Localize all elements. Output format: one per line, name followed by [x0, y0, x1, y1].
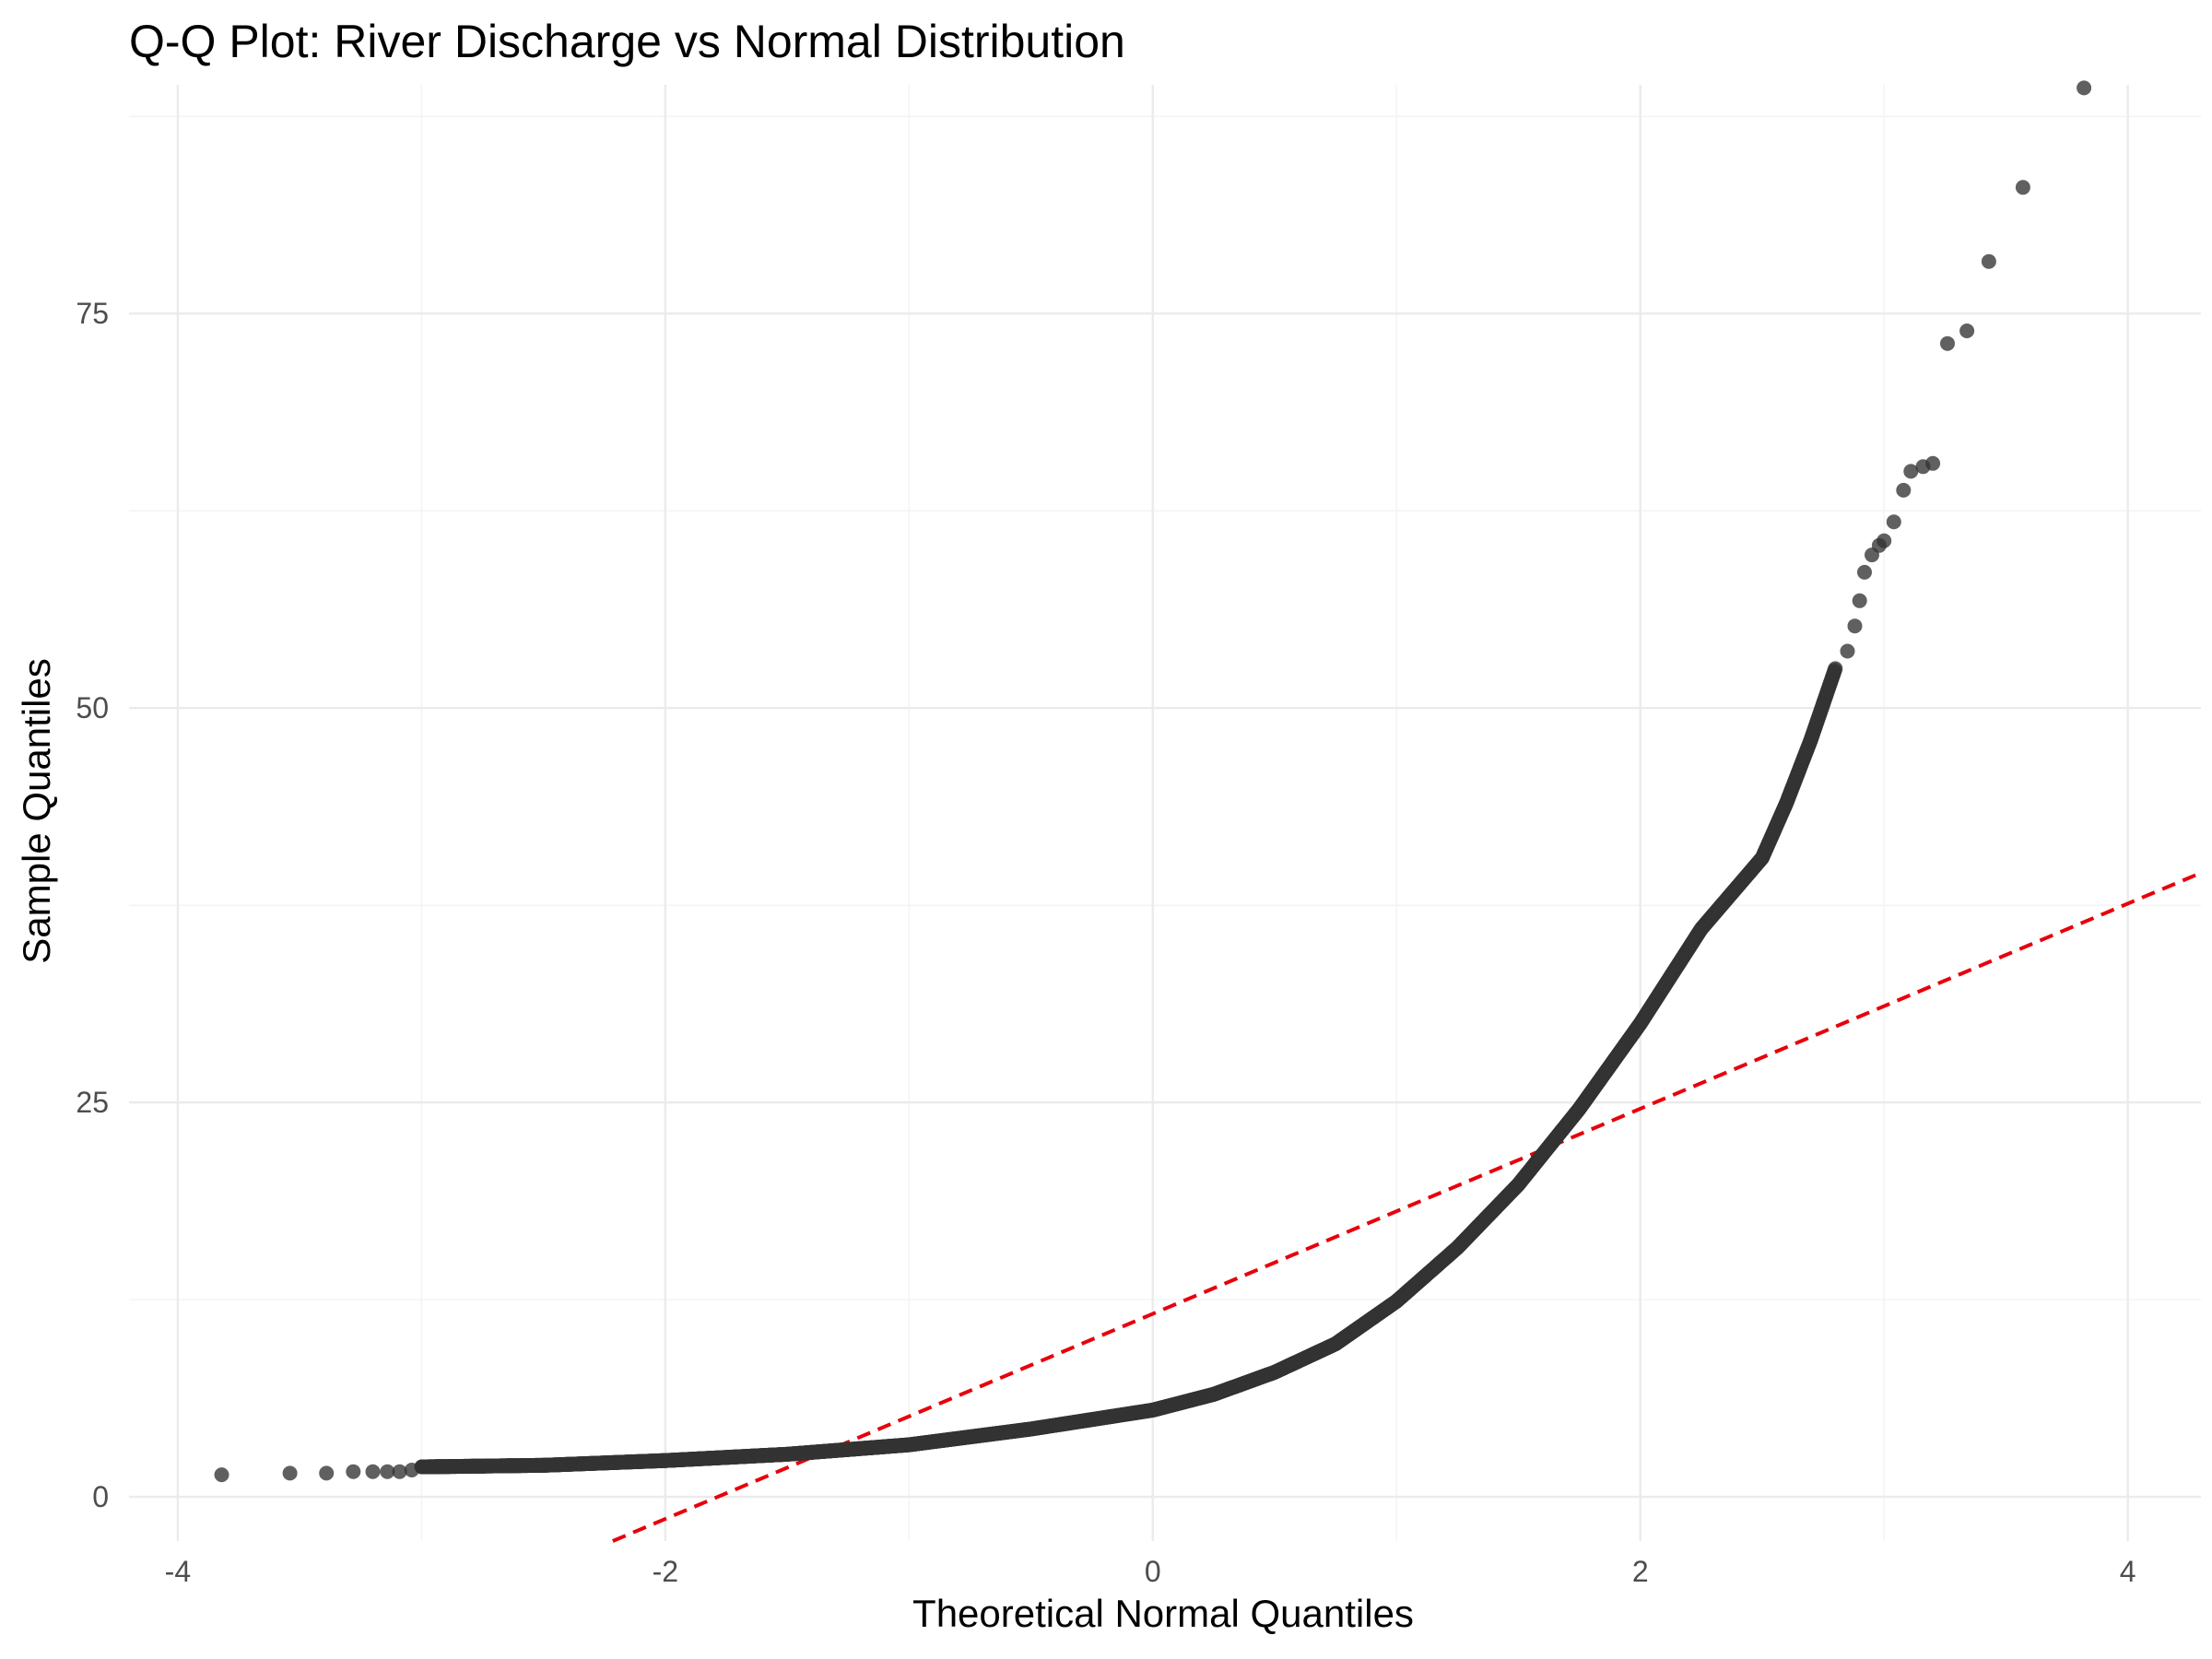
y-axis-title: Sample Quantiles [15, 658, 58, 964]
data-point [1903, 464, 1919, 479]
y-tick-label: 25 [76, 1086, 109, 1119]
x-tick-label: 2 [1632, 1555, 1649, 1588]
data-point [1840, 643, 1855, 659]
data-point [214, 1467, 229, 1483]
data-point [1981, 253, 1996, 269]
x-tick-label: -4 [165, 1555, 191, 1588]
data-point [1886, 514, 1901, 530]
data-point [1959, 324, 1975, 338]
y-axis-tick-labels: 0 25 50 75 [76, 297, 109, 1513]
x-axis-title: Theoretical Normal Quantiles [912, 1592, 1414, 1635]
data-point [1877, 533, 1892, 548]
data-point [392, 1464, 407, 1479]
data-point [2077, 80, 2092, 96]
reference-line [612, 871, 2202, 1543]
x-tick-label: 4 [2120, 1555, 2136, 1588]
data-point [346, 1464, 361, 1479]
data-point [1940, 335, 1955, 351]
x-tick-label: -2 [653, 1555, 678, 1588]
chart-title: Q-Q Plot: River Discharge vs Normal Dist… [129, 16, 1125, 67]
data-point [319, 1465, 335, 1481]
y-tick-label: 0 [92, 1480, 109, 1513]
data-point [1896, 482, 1912, 498]
grid [129, 85, 2201, 1541]
data-point [365, 1464, 381, 1479]
data-point [282, 1465, 298, 1481]
data-point [1852, 593, 1867, 608]
x-tick-label: 0 [1145, 1555, 1161, 1588]
data-point [2015, 180, 2030, 195]
data-point [1857, 564, 1872, 580]
data-point [380, 1464, 395, 1479]
x-axis-tick-labels: -4 -2 0 2 4 [165, 1555, 2136, 1588]
y-tick-label: 75 [76, 297, 109, 330]
data-points [214, 80, 2092, 1483]
y-tick-label: 50 [76, 691, 109, 724]
data-point [1847, 618, 1863, 634]
data-point [1925, 455, 1941, 471]
data-point [1828, 661, 1843, 677]
